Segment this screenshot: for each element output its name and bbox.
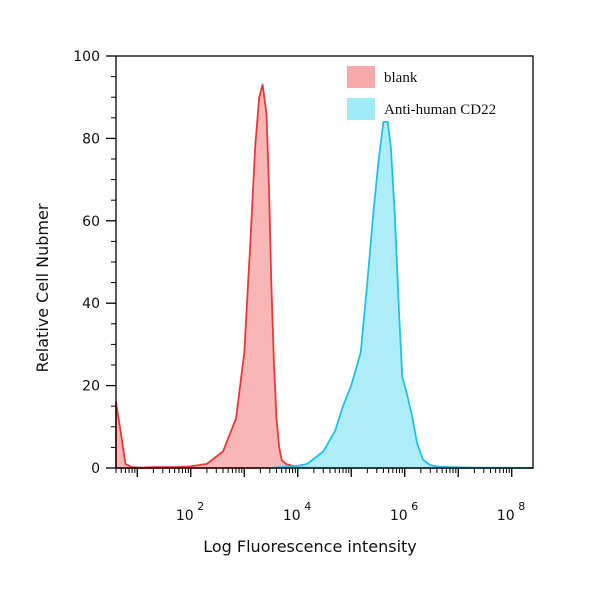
x-tick-base: 10 <box>283 508 301 524</box>
x-tick-label: 108 <box>497 500 525 524</box>
y-tick-label: 0 <box>91 461 100 477</box>
legend-swatch-1 <box>347 98 375 120</box>
x-tick-label: 106 <box>390 500 418 524</box>
x-tick-label: 104 <box>283 500 311 524</box>
x-tick-label: 102 <box>176 500 204 524</box>
legend-label-1: Anti-human CD22 <box>384 102 496 118</box>
y-tick-label: 60 <box>82 214 100 230</box>
y-tick-label: 100 <box>73 49 100 65</box>
y-axis-title: Relative Cell Nubmer <box>33 203 52 372</box>
y-axis: 0 20 40 60 80 100 <box>73 49 116 477</box>
x-tick-base: 10 <box>390 508 408 524</box>
y-tick-label: 20 <box>82 379 100 395</box>
legend-label-0: blank <box>384 70 418 86</box>
legend-swatch-0 <box>347 66 375 88</box>
series-area-0 <box>115 83 534 469</box>
series-layer <box>115 83 534 469</box>
legend: blank Anti-human CD22 <box>347 66 496 120</box>
x-axis-title: Log Fluorescence intensity <box>203 537 417 556</box>
series-area-1 <box>268 121 534 469</box>
x-tick-exponent: 2 <box>197 500 204 513</box>
y-tick-label: 80 <box>82 131 100 147</box>
x-tick-exponent: 8 <box>518 500 525 513</box>
y-tick-label: 40 <box>82 296 100 312</box>
x-tick-base: 10 <box>497 508 515 524</box>
x-tick-exponent: 6 <box>411 500 418 513</box>
x-tick-exponent: 4 <box>304 500 311 513</box>
x-tick-base: 10 <box>176 508 194 524</box>
